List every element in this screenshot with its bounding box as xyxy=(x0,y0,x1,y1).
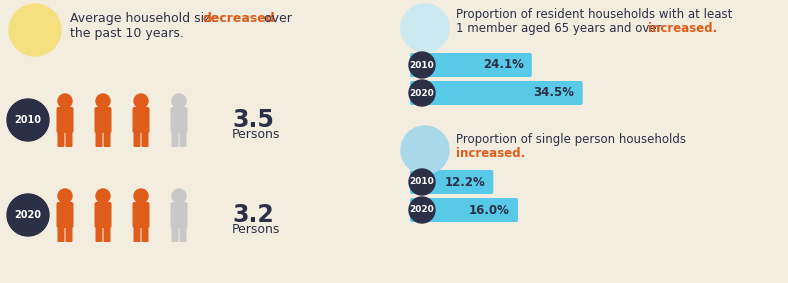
Circle shape xyxy=(134,189,148,203)
FancyBboxPatch shape xyxy=(132,107,150,133)
Text: decreased: decreased xyxy=(203,12,276,25)
Text: 16.0%: 16.0% xyxy=(469,203,510,216)
FancyBboxPatch shape xyxy=(95,131,102,147)
FancyBboxPatch shape xyxy=(170,202,188,228)
Text: Proportion of single person households: Proportion of single person households xyxy=(456,133,686,146)
Text: 2010: 2010 xyxy=(410,177,434,186)
Text: 2010: 2010 xyxy=(14,115,42,125)
Text: 34.5%: 34.5% xyxy=(533,87,574,100)
Text: Proportion of resident households with at least: Proportion of resident households with a… xyxy=(456,8,732,21)
Text: 24.1%: 24.1% xyxy=(483,59,524,72)
FancyBboxPatch shape xyxy=(65,131,72,147)
FancyBboxPatch shape xyxy=(132,202,150,228)
Circle shape xyxy=(9,4,61,56)
Text: 2020: 2020 xyxy=(14,210,42,220)
Circle shape xyxy=(96,189,110,203)
Text: Persons: Persons xyxy=(232,223,281,236)
Text: over: over xyxy=(260,12,292,25)
FancyBboxPatch shape xyxy=(172,226,179,242)
FancyBboxPatch shape xyxy=(410,170,493,194)
Circle shape xyxy=(58,94,72,108)
Circle shape xyxy=(409,80,435,106)
Text: 3.2: 3.2 xyxy=(232,203,273,227)
Text: Persons: Persons xyxy=(232,128,281,141)
FancyBboxPatch shape xyxy=(410,53,532,77)
FancyBboxPatch shape xyxy=(57,107,73,133)
Text: 2020: 2020 xyxy=(410,89,434,98)
FancyBboxPatch shape xyxy=(65,226,72,242)
FancyBboxPatch shape xyxy=(95,202,111,228)
Circle shape xyxy=(409,52,435,78)
FancyBboxPatch shape xyxy=(133,131,140,147)
FancyBboxPatch shape xyxy=(95,226,102,242)
Text: Average household size: Average household size xyxy=(70,12,222,25)
FancyBboxPatch shape xyxy=(410,198,518,222)
Text: 2010: 2010 xyxy=(410,61,434,70)
Circle shape xyxy=(401,4,449,52)
FancyBboxPatch shape xyxy=(410,81,582,105)
Circle shape xyxy=(172,94,186,108)
Circle shape xyxy=(96,94,110,108)
FancyBboxPatch shape xyxy=(95,107,111,133)
FancyBboxPatch shape xyxy=(170,107,188,133)
Circle shape xyxy=(172,189,186,203)
Text: 1 member aged 65 years and over: 1 member aged 65 years and over xyxy=(456,22,665,35)
Circle shape xyxy=(409,197,435,223)
Text: 3.5: 3.5 xyxy=(232,108,274,132)
Text: increased.: increased. xyxy=(456,147,526,160)
FancyBboxPatch shape xyxy=(142,131,148,147)
Text: the past 10 years.: the past 10 years. xyxy=(70,27,184,40)
Circle shape xyxy=(401,126,449,174)
Circle shape xyxy=(7,99,49,141)
Text: increased.: increased. xyxy=(648,22,717,35)
FancyBboxPatch shape xyxy=(133,226,140,242)
Circle shape xyxy=(7,194,49,236)
FancyBboxPatch shape xyxy=(172,131,179,147)
FancyBboxPatch shape xyxy=(103,131,110,147)
FancyBboxPatch shape xyxy=(103,226,110,242)
Circle shape xyxy=(58,189,72,203)
Text: 12.2%: 12.2% xyxy=(444,175,485,188)
Circle shape xyxy=(134,94,148,108)
Circle shape xyxy=(409,169,435,195)
FancyBboxPatch shape xyxy=(142,226,148,242)
FancyBboxPatch shape xyxy=(180,131,187,147)
Text: 2020: 2020 xyxy=(410,205,434,215)
FancyBboxPatch shape xyxy=(180,226,187,242)
FancyBboxPatch shape xyxy=(58,226,65,242)
FancyBboxPatch shape xyxy=(57,202,73,228)
FancyBboxPatch shape xyxy=(58,131,65,147)
